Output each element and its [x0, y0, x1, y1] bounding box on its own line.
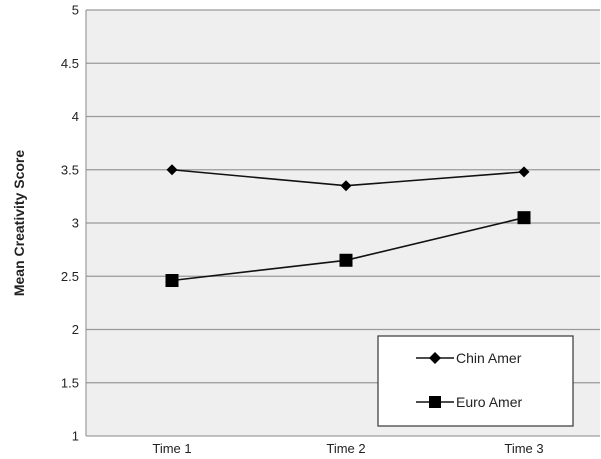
x-tick-label: Time 3 [504, 441, 543, 456]
legend-label-euro-amer: Euro Amer [456, 394, 522, 410]
data-point-square [339, 253, 353, 267]
data-point-diamond [518, 166, 530, 178]
legend: Chin Amer Euro Amer [377, 335, 574, 427]
data-point-square [165, 274, 179, 288]
legend-item-chin-amer: Chin Amer [416, 350, 522, 366]
data-point-square [517, 211, 531, 225]
legend-diamond-marker [429, 352, 441, 364]
y-tick-label: 2 [72, 322, 79, 337]
data-point-diamond [340, 180, 352, 192]
series-euro-amer [165, 211, 531, 288]
y-tick-label: 2.5 [61, 269, 79, 284]
y-tick-label: 3.5 [61, 162, 79, 177]
x-tick-label: Time 1 [152, 441, 191, 456]
y-tick-label: 4 [72, 109, 79, 124]
y-tick-label: 5 [72, 3, 79, 18]
y-tick-label: 1 [72, 429, 79, 444]
legend-box [377, 335, 574, 427]
series-chin-amer [166, 164, 530, 192]
legend-item-euro-amer: Euro Amer [416, 394, 522, 410]
axes [85, 10, 600, 437]
legend-square-marker [429, 396, 441, 408]
legend-label-chin-amer: Chin Amer [456, 350, 522, 366]
series [165, 164, 531, 288]
y-tick-labels: 1 1.5 2 2.5 3 3.5 4 4.5 5 [61, 3, 79, 444]
data-point-diamond [166, 164, 178, 176]
x-tick-labels: Time 1 Time 2 Time 3 [152, 441, 543, 456]
y-tick-label: 4.5 [61, 56, 79, 71]
y-axis-title: Mean Creativity Score [11, 150, 27, 296]
y-tick-label: 3 [72, 216, 79, 231]
y-tick-label: 1.5 [61, 375, 79, 390]
x-tick-label: Time 2 [326, 441, 365, 456]
